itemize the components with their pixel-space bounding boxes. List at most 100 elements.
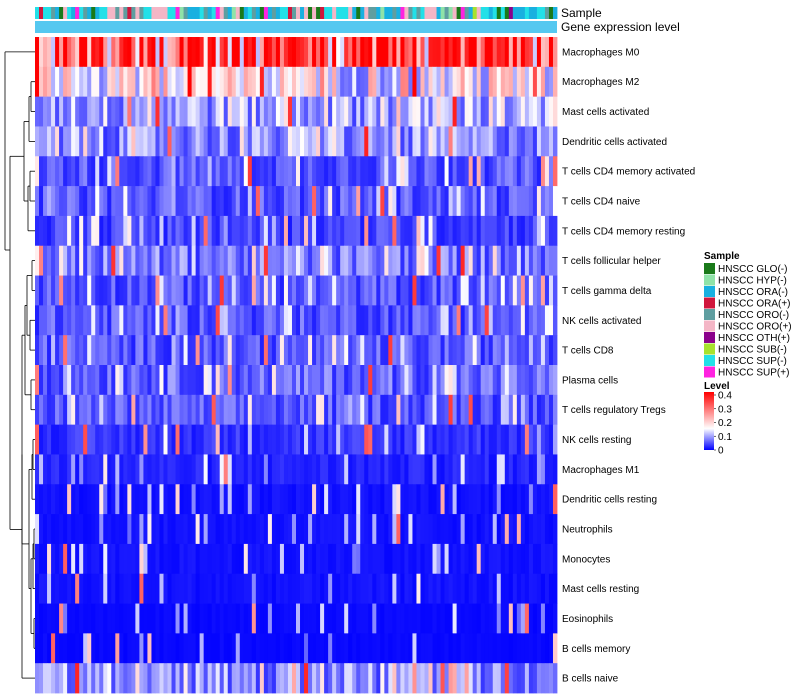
heatmap-cell (500, 573, 506, 604)
heatmap-cell (312, 394, 317, 426)
heatmap-cell (340, 66, 345, 98)
heatmap-cell (400, 424, 405, 455)
heatmap-cell (408, 603, 413, 634)
heatmap-cell (316, 37, 321, 68)
heatmap-cell (123, 275, 128, 306)
heatmap-cell (179, 186, 184, 217)
heatmap-cell (332, 126, 337, 157)
heatmap-cell (544, 424, 550, 455)
heatmap-cell (312, 66, 317, 98)
heatmap-cell (287, 335, 293, 366)
heatmap-cell (380, 543, 385, 575)
heatmap-cell (211, 514, 217, 545)
row-label: B cells naive (562, 674, 619, 685)
sample-annotation-cell (396, 7, 401, 19)
heatmap-cell (516, 484, 522, 515)
heatmap-cell (131, 156, 136, 187)
heatmap-cell (159, 484, 164, 515)
heatmap-cell (524, 424, 530, 455)
heatmap-cell (151, 275, 156, 306)
heatmap-cell (340, 37, 345, 68)
heatmap-cell (35, 424, 40, 455)
heatmap-cell (159, 245, 164, 276)
heatmap-cell (63, 603, 68, 634)
heatmap-row (35, 365, 558, 396)
heatmap-cell (139, 96, 144, 127)
heatmap-cell (380, 514, 385, 545)
heatmap-cell (332, 96, 337, 127)
heatmap-cell (103, 215, 108, 247)
heatmap-cell (400, 96, 405, 127)
heatmap-cell (43, 573, 48, 604)
heatmap-cell (251, 603, 257, 634)
heatmap-cell (47, 424, 52, 455)
heatmap-cell (548, 663, 554, 694)
heatmap-cell (324, 484, 329, 515)
heatmap-cell (143, 156, 148, 187)
heatmap-cell (83, 156, 88, 187)
sample-annotation-cell (171, 7, 176, 19)
heatmap-cell (488, 96, 494, 127)
heatmap-cell (51, 573, 56, 604)
heatmap-cell (512, 365, 518, 396)
heatmap-cell (484, 424, 490, 455)
heatmap-cell (372, 66, 377, 98)
heatmap-cell (159, 663, 164, 694)
heatmap-cell (432, 335, 437, 366)
heatmap-cell (448, 663, 453, 694)
heatmap-cell (376, 96, 381, 127)
heatmap-cell (111, 37, 116, 68)
heatmap-cell (239, 96, 245, 127)
heatmap-cell (512, 245, 518, 276)
heatmap-cell (512, 215, 518, 247)
heatmap-cell (420, 484, 425, 515)
heatmap-cell (528, 126, 534, 157)
heatmap-cell (500, 663, 506, 694)
heatmap-cell (103, 454, 108, 485)
heatmap-cell (348, 603, 353, 634)
heatmap-cell (392, 156, 397, 187)
heatmap-cell (263, 126, 269, 157)
heatmap-cell (364, 633, 369, 664)
heatmap-cell (243, 245, 249, 276)
heatmap-cell (227, 484, 233, 515)
sample-annotation-cell (300, 7, 305, 19)
heatmap-cell (296, 633, 301, 664)
heatmap-cell (279, 365, 285, 396)
heatmap-cell (512, 126, 518, 157)
heatmap-cell (279, 66, 285, 98)
heatmap-cell (324, 663, 329, 694)
heatmap-cell (127, 543, 132, 575)
heatmap-cell (412, 365, 417, 396)
heatmap-cell (263, 394, 269, 426)
heatmap-cell (83, 484, 88, 515)
heatmap-cell (356, 126, 361, 157)
heatmap-cell (480, 573, 486, 604)
heatmap-cell (392, 245, 397, 276)
heatmap-cell (159, 424, 164, 455)
heatmap-cell (219, 37, 225, 68)
heatmap-cell (544, 37, 550, 68)
heatmap-cell (416, 275, 421, 306)
heatmap-cell (540, 66, 546, 98)
heatmap-cell (123, 37, 128, 68)
heatmap-cell (227, 37, 233, 68)
heatmap-cell (492, 186, 498, 217)
heatmap-cell (320, 454, 325, 485)
heatmap-cell (348, 186, 353, 217)
heatmap-cell (175, 245, 180, 276)
heatmap-cell (452, 514, 458, 545)
heatmap-cell (83, 543, 88, 575)
heatmap-cell (380, 335, 385, 366)
sample-annotation-cell (316, 7, 321, 19)
heatmap-cell (175, 126, 180, 157)
heatmap-cell (524, 484, 530, 515)
heatmap-cell (452, 663, 458, 694)
heatmap-cell (219, 66, 225, 98)
heatmap-cell (127, 484, 132, 515)
heatmap-cell (304, 394, 309, 426)
heatmap-cell (151, 603, 156, 634)
heatmap-cell (392, 275, 397, 306)
heatmap-cell (199, 37, 205, 68)
heatmap-cell (67, 543, 72, 575)
